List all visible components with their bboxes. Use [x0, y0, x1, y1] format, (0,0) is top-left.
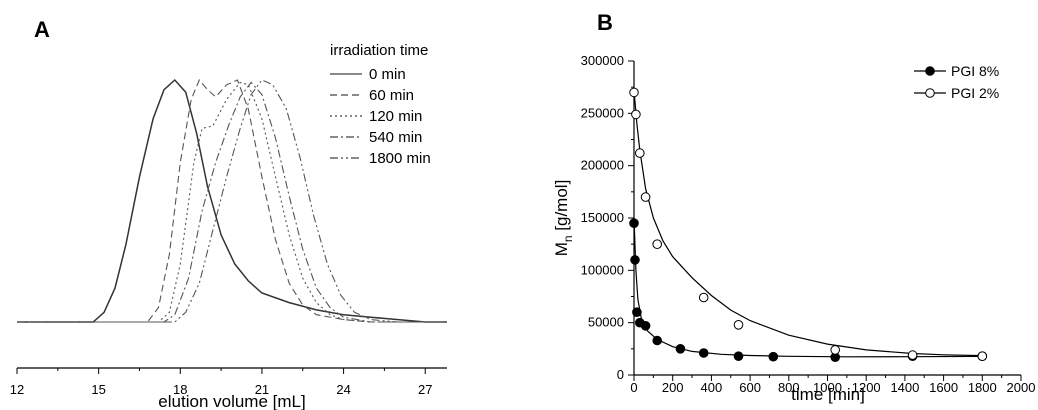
data-point [635, 148, 645, 158]
x-tick-label: 1200 [852, 380, 881, 395]
x-tick-label: 200 [662, 380, 684, 395]
panel-b-letter: B [597, 10, 613, 35]
x-tick-label: 21 [255, 382, 269, 397]
series-line-1800-min [17, 79, 447, 323]
data-point [698, 348, 709, 358]
y-tick-label: 300000 [581, 53, 624, 68]
legend-marker [925, 66, 935, 76]
data-point [652, 239, 663, 249]
data-point [907, 350, 918, 360]
data-point [768, 351, 779, 362]
series-line-0-min [17, 78, 447, 323]
data-point [640, 321, 651, 331]
panel-a-letter: A [34, 17, 50, 42]
x-tick-label: 600 [739, 380, 761, 395]
x-tick-label: 400 [701, 380, 723, 395]
series-line-540-min [17, 81, 447, 323]
data-point [698, 292, 709, 303]
legend-entry: 1800 min [369, 150, 431, 167]
data-point [630, 255, 640, 265]
x-tick-label: 18 [173, 382, 187, 397]
data-point [733, 351, 744, 362]
panel-a-chart: 12 15 18 21 24 27 elution volume [mL] irradiati… [10, 42, 447, 410]
legend-title: irradiation time [330, 42, 428, 59]
x-tick-label: 12 [10, 382, 24, 397]
data-point [632, 307, 642, 318]
x-tick-label: 1600 [929, 380, 958, 395]
y-tick-label: 0 [617, 367, 624, 382]
data-point [675, 344, 686, 354]
data-point [830, 345, 841, 355]
x-tick-label: 1000 [813, 380, 842, 395]
series-line-60-min [17, 78, 447, 323]
legend-entry: 0 min [369, 66, 406, 83]
x-tick-label: 1400 [890, 380, 919, 395]
x-tick-label: 0 [630, 380, 637, 395]
legend-entry: 120 min [369, 108, 422, 125]
y-tick-label: 150000 [581, 210, 624, 225]
y-tick-label: 100000 [581, 262, 624, 277]
fit-curve-pgi-8 [633, 217, 983, 358]
legend-entry: PGI 2% [951, 85, 999, 101]
panel-b-chart: 0 50000 100000 150000 200000 250000 300000 0 200… [552, 53, 1035, 404]
x-tick-label: 27 [418, 382, 432, 397]
data-point [733, 320, 744, 330]
data-point [629, 87, 639, 98]
x-tick-label: 1800 [968, 380, 997, 395]
fit-curve-pgi-2 [633, 90, 983, 357]
legend-marker [925, 88, 935, 98]
legend-entry: 60 min [369, 87, 414, 104]
y-tick-label: 250000 [581, 105, 624, 120]
x-tick-label: 800 [778, 380, 800, 395]
y-axis-title: Mn [g/mol] [552, 180, 575, 257]
x-axis-title: elution volume [mL] [158, 392, 305, 410]
data-point [629, 218, 639, 228]
x-axis-title: time [min] [791, 385, 865, 404]
data-point [640, 192, 651, 202]
x-tick-label: 15 [91, 382, 105, 397]
series-line-120-min [17, 81, 447, 323]
legend-entry: PGI 8% [951, 63, 999, 79]
y-tick-label: 200000 [581, 158, 624, 173]
x-tick-label: 2000 [1007, 380, 1036, 395]
y-tick-label: 50000 [588, 315, 624, 330]
data-point [631, 109, 641, 120]
x-tick-label: 24 [336, 382, 350, 397]
data-point [977, 351, 988, 362]
data-point [652, 335, 663, 346]
legend-entry: 540 min [369, 129, 422, 146]
